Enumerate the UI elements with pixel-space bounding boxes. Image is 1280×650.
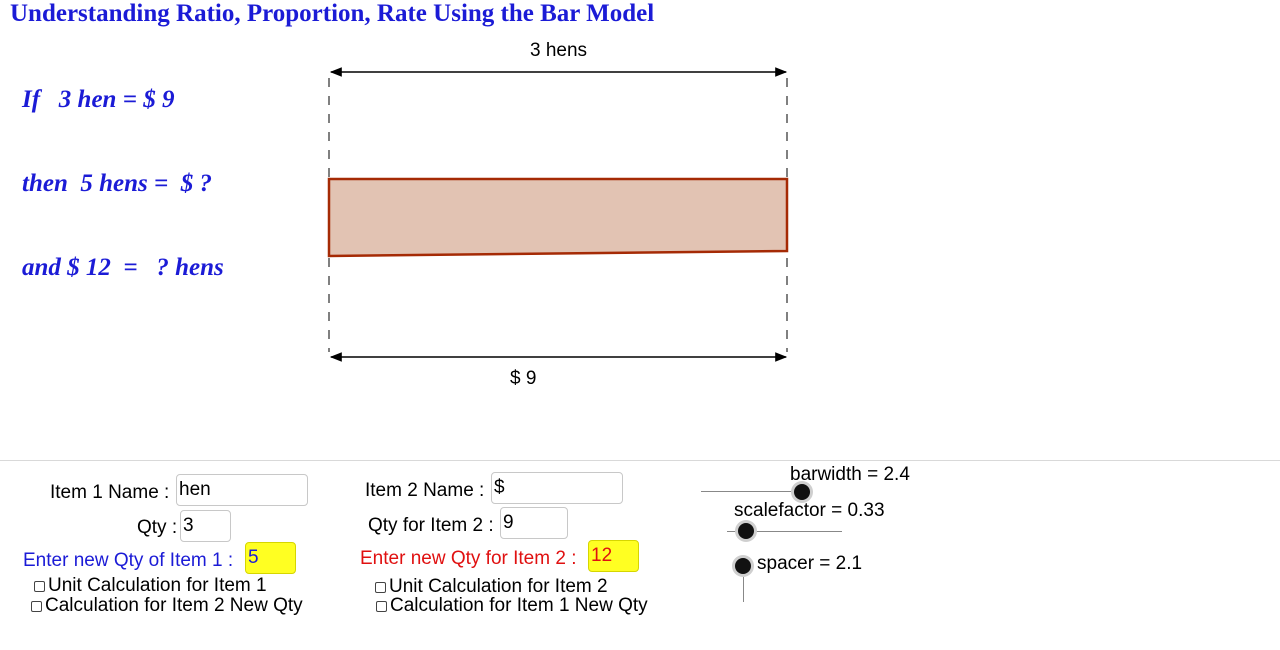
item2-qty-input[interactable]: 9 [500,507,568,539]
item1-unit-calc-checkbox[interactable]: Unit Calculation for Item 1 [34,575,267,597]
checkbox-box[interactable] [375,581,386,593]
statement-question-2: and $ 12 = ? hens [22,254,224,281]
barwidth-slider-track[interactable] [701,491,802,492]
item1-name-label: Item 1 Name : [50,482,170,503]
bar-model-canvas [327,67,789,362]
panel-divider [0,460,1280,461]
spacer-slider-handle[interactable] [735,558,751,574]
item1-new-qty-input[interactable]: 5 [245,542,296,574]
item1-new-qty-calc-label: Calculation for Item 1 New Qty [390,595,648,616]
bottom-dimension-label: $ 9 [510,368,537,389]
item2-new-qty-label: Enter new Qty for Item 2 : [360,548,577,569]
page-title: Understanding Ratio, Proportion, Rate Us… [10,0,655,27]
spacer-slider-label: spacer = 2.1 [757,553,863,574]
item2-new-qty-input[interactable]: 12 [588,540,639,572]
scalefactor-slider-label: scalefactor = 0.33 [734,500,885,521]
item1-qty-input[interactable]: 3 [180,510,231,542]
item1-unit-calc-label: Unit Calculation for Item 1 [48,575,267,596]
item2-qty-label: Qty for Item 2 : [368,515,494,536]
scalefactor-slider-track[interactable] [727,531,842,532]
scalefactor-slider-handle[interactable] [738,523,754,539]
bar-rectangle [327,177,789,258]
item1-new-qty-label: Enter new Qty of Item 1 : [23,550,234,571]
checkbox-box[interactable] [376,600,387,612]
item2-new-qty-calc-checkbox[interactable]: Calculation for Item 2 New Qty [31,595,303,617]
checkbox-box[interactable] [31,600,42,612]
spacer-slider-track[interactable] [743,566,744,602]
item2-unit-calc-label: Unit Calculation for Item 2 [389,576,608,597]
top-dimension-label: 3 hens [530,40,588,61]
checkbox-box[interactable] [34,580,45,592]
barwidth-slider-label: barwidth = 2.4 [790,464,910,485]
item2-unit-calc-checkbox[interactable]: Unit Calculation for Item 2 [375,576,608,598]
item1-qty-label: Qty : [137,517,178,538]
item2-name-label: Item 2 Name : [365,480,485,501]
barwidth-slider-handle[interactable] [794,484,810,500]
statement-given: If 3 hen = $ 9 [22,86,175,113]
item2-name-input[interactable]: $ [491,472,623,504]
item2-new-qty-calc-label: Calculation for Item 2 New Qty [45,595,303,616]
item1-name-input[interactable]: hen [176,474,308,506]
item1-new-qty-calc-checkbox[interactable]: Calculation for Item 1 New Qty [376,595,648,617]
statement-question-1: then 5 hens = $ ? [22,170,212,197]
